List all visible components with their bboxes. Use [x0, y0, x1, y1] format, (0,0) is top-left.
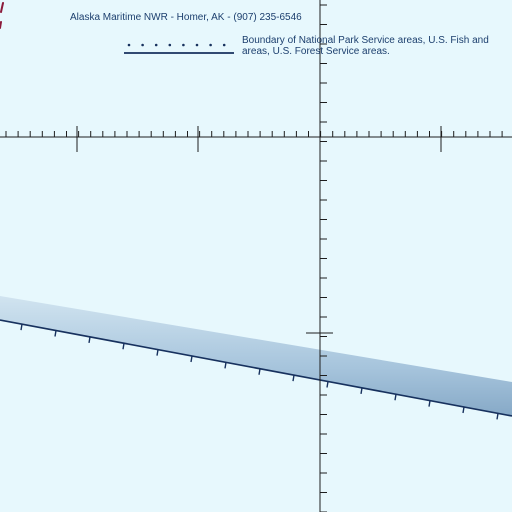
- legend-dot: [209, 43, 212, 47]
- legend-dot: [168, 43, 172, 47]
- boundary-hatch-tick: [88, 336, 91, 343]
- refuge-boundary-line: [0, 319, 512, 417]
- legend-dot: [127, 43, 131, 47]
- boundary-hatch-tick: [292, 375, 295, 382]
- boundary-hatch-tick: [326, 381, 329, 388]
- legend-dot: [195, 43, 199, 47]
- red-edge-marks: [0, 2, 4, 29]
- legend-dot: [154, 43, 158, 47]
- refuge-shaded-band: [0, 296, 512, 416]
- boundary-hatch-tick: [394, 394, 397, 401]
- refuge-contact-note: Alaska Maritime NWR - Homer, AK - (907) …: [70, 12, 302, 23]
- legend-label-line-2: areas, U.S. Forest Service areas.: [242, 46, 390, 57]
- boundary-hatch-tick: [428, 400, 431, 407]
- boundary-hatch-tick: [258, 368, 261, 375]
- dotted-boundary-line-icon: [124, 43, 234, 54]
- legend-dot: [182, 43, 185, 47]
- legend-label-line-1: Boundary of National Park Service areas,…: [242, 35, 489, 46]
- boundary-hatch-tick: [224, 362, 227, 369]
- boundary-hatch-ticks: [20, 324, 499, 420]
- boundary-hatch-tick: [360, 387, 363, 394]
- grid-ticks-horizontal: [5, 126, 503, 152]
- boundary-hatch-tick: [190, 355, 193, 363]
- boundary-hatch-tick: [496, 413, 499, 420]
- boundary-hatch-tick: [156, 349, 159, 356]
- boundary-hatch-tick: [462, 406, 465, 414]
- legend-dot: [141, 43, 144, 47]
- boundary-hatch-tick: [20, 324, 23, 331]
- boundary-hatch-tick: [122, 343, 125, 350]
- legend-dot: [222, 43, 226, 47]
- grid-ticks-vertical: [306, 4, 333, 512]
- boundary-hatch-tick: [54, 330, 57, 337]
